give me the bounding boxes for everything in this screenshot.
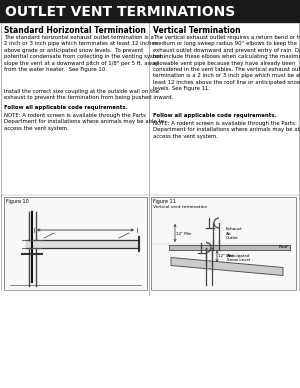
Text: Vertical vent termination: Vertical vent termination	[153, 205, 207, 209]
Text: 12" Min: 12" Min	[218, 254, 233, 258]
Bar	[0, 0, 300, 22]
Text: Follow all applicable code requirements.: Follow all applicable code requirements.	[4, 105, 128, 110]
Text: Follow all applicable code requirements.: Follow all applicable code requirements.	[153, 113, 277, 118]
Text: Anticipated
Snow Level: Anticipated Snow Level	[227, 253, 251, 262]
Text: Install the correct size coupling at the outside wall on the
exhaust to prevent : Install the correct size coupling at the…	[4, 89, 173, 100]
Text: Exhaust
Air
Outlet: Exhaust Air Outlet	[226, 227, 243, 240]
Text: The vertical exhaust outlet requires a return bend or two
medium or long sweep r: The vertical exhaust outlet requires a r…	[153, 35, 300, 91]
Text: The standard horizontal exhaust outlet termination is a
2 inch or 3 inch pipe wh: The standard horizontal exhaust outlet t…	[4, 35, 165, 72]
Bar	[1, 291, 299, 387]
Bar	[26, 240, 139, 248]
Polygon shape	[171, 258, 283, 275]
Bar	[151, 197, 296, 290]
Text: Vertical Termination: Vertical Termination	[153, 26, 241, 35]
Text: OUTLET VENT TERMINATIONS: OUTLET VENT TERMINATIONS	[5, 5, 235, 19]
Text: 12" Min: 12" Min	[176, 232, 191, 236]
Text: Figure 11: Figure 11	[153, 199, 176, 204]
Text: NOTE: A rodent screen is available through the Parts
Department for installation: NOTE: A rodent screen is available throu…	[153, 121, 300, 139]
Bar	[169, 245, 290, 250]
Bar	[4, 197, 147, 290]
Text: Figure 10: Figure 10	[6, 199, 29, 204]
Text: NOTE: A rodent screen is available through the Parts
Department for installation: NOTE: A rodent screen is available throu…	[4, 113, 164, 131]
Text: Roof: Roof	[278, 246, 288, 249]
Text: Standard Horizontal Termination: Standard Horizontal Termination	[4, 26, 146, 35]
